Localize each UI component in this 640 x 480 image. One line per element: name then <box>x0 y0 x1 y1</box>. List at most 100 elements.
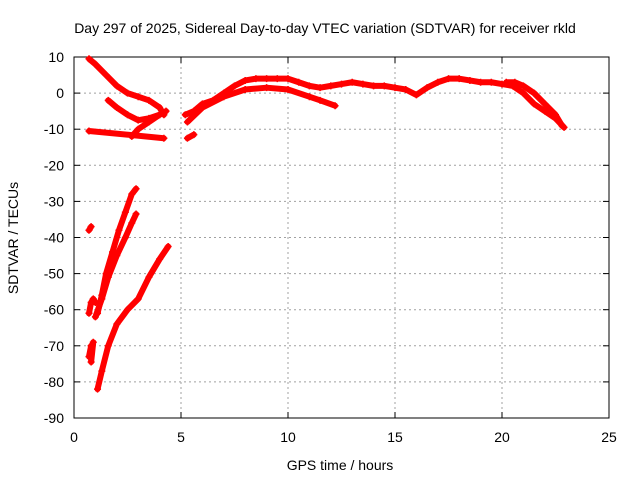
series-arc-m <box>85 338 97 366</box>
data-point <box>391 84 399 92</box>
data-point <box>145 273 153 281</box>
y-tick-label: 10 <box>48 49 64 65</box>
data-point <box>104 342 112 350</box>
data-point <box>331 102 339 110</box>
x-tick-label: 15 <box>387 429 403 445</box>
data-point <box>541 107 549 115</box>
data-point <box>402 85 410 93</box>
data-point <box>156 255 164 263</box>
series-arc-e <box>183 84 339 126</box>
data-point <box>541 100 549 108</box>
y-tick-label: -80 <box>44 374 64 390</box>
data-point <box>109 248 117 256</box>
data-point <box>160 134 168 142</box>
series-arc-f <box>502 78 566 130</box>
data-point <box>132 210 140 218</box>
data-point <box>104 273 112 281</box>
data-point <box>502 78 510 86</box>
data-point <box>455 75 463 83</box>
data-point <box>434 78 442 86</box>
data-point <box>87 223 95 231</box>
data-point <box>190 131 198 139</box>
series-line <box>85 295 99 317</box>
data-point <box>477 78 485 86</box>
data-point <box>132 185 140 193</box>
y-tick-label: -70 <box>44 338 64 354</box>
x-axis-title: GPS time / hours <box>287 457 394 473</box>
data-point <box>128 219 136 227</box>
data-point <box>124 89 131 97</box>
data-point <box>412 91 420 99</box>
data-point <box>370 82 378 90</box>
data-point <box>121 234 129 241</box>
data-point <box>85 55 93 63</box>
data-point <box>305 93 313 101</box>
y-tick-label: -50 <box>44 266 64 282</box>
series-line <box>85 55 167 118</box>
data-point <box>89 295 97 303</box>
data-point <box>91 313 99 321</box>
data-point <box>558 122 566 130</box>
y-tick-label: -60 <box>44 302 64 318</box>
series-arc-i <box>85 295 99 317</box>
x-tick-label: 0 <box>70 429 78 445</box>
data-point <box>164 243 172 251</box>
data-point <box>87 342 95 350</box>
data-point <box>380 82 388 90</box>
data-point <box>128 190 136 198</box>
series-arc-a <box>85 55 168 119</box>
data-point <box>511 78 519 86</box>
data-point <box>423 84 431 92</box>
data-point <box>156 111 164 119</box>
data-point <box>98 295 106 303</box>
data-point <box>530 100 538 108</box>
series-arc-l <box>94 243 172 393</box>
series-arc-h <box>85 223 95 234</box>
series-outliers <box>85 127 168 142</box>
data-point <box>348 78 356 86</box>
y-axis-title: SDTVAR / TECUs <box>5 182 21 294</box>
y-tick-label: -40 <box>44 230 64 246</box>
data-point <box>115 226 123 234</box>
x-tick-label: 5 <box>177 429 185 445</box>
data-point <box>359 80 367 88</box>
x-tick-label: 10 <box>280 429 296 445</box>
data-point <box>519 82 527 90</box>
series-arc-g <box>183 131 198 142</box>
data-point <box>198 104 206 112</box>
data-point <box>134 93 142 101</box>
data-point <box>487 78 495 86</box>
data-point <box>284 75 292 83</box>
data-point <box>102 71 110 79</box>
data-point <box>156 104 164 112</box>
data-point <box>530 89 538 97</box>
y-tick-label: 0 <box>56 85 64 101</box>
data-point <box>134 125 142 133</box>
data-point <box>231 82 238 90</box>
data-point <box>124 111 131 119</box>
data-point <box>445 75 452 83</box>
data-point <box>241 85 249 93</box>
data-point <box>295 78 303 86</box>
y-tick-label: -20 <box>44 157 64 173</box>
series-line <box>85 339 97 366</box>
data-point <box>316 84 324 92</box>
data-point <box>85 226 93 234</box>
series-line <box>85 128 167 142</box>
data-point <box>91 60 99 68</box>
data-point <box>183 118 191 126</box>
y-tick-label: -90 <box>44 410 64 426</box>
axis-ticks: 10 0 -10 -20 -30 -40 -50 -60 -70 -80 -90 0 5 10 15 20 25 <box>44 49 617 445</box>
data-point <box>87 358 95 366</box>
grid <box>74 57 609 418</box>
data-point <box>113 82 121 90</box>
data-point <box>284 85 292 93</box>
data-point <box>98 367 106 375</box>
data-point <box>252 75 260 83</box>
data-point <box>121 208 129 216</box>
x-tick-label: 25 <box>601 429 617 445</box>
data-point <box>134 116 142 124</box>
data-point <box>327 82 335 90</box>
data-point <box>94 385 102 393</box>
